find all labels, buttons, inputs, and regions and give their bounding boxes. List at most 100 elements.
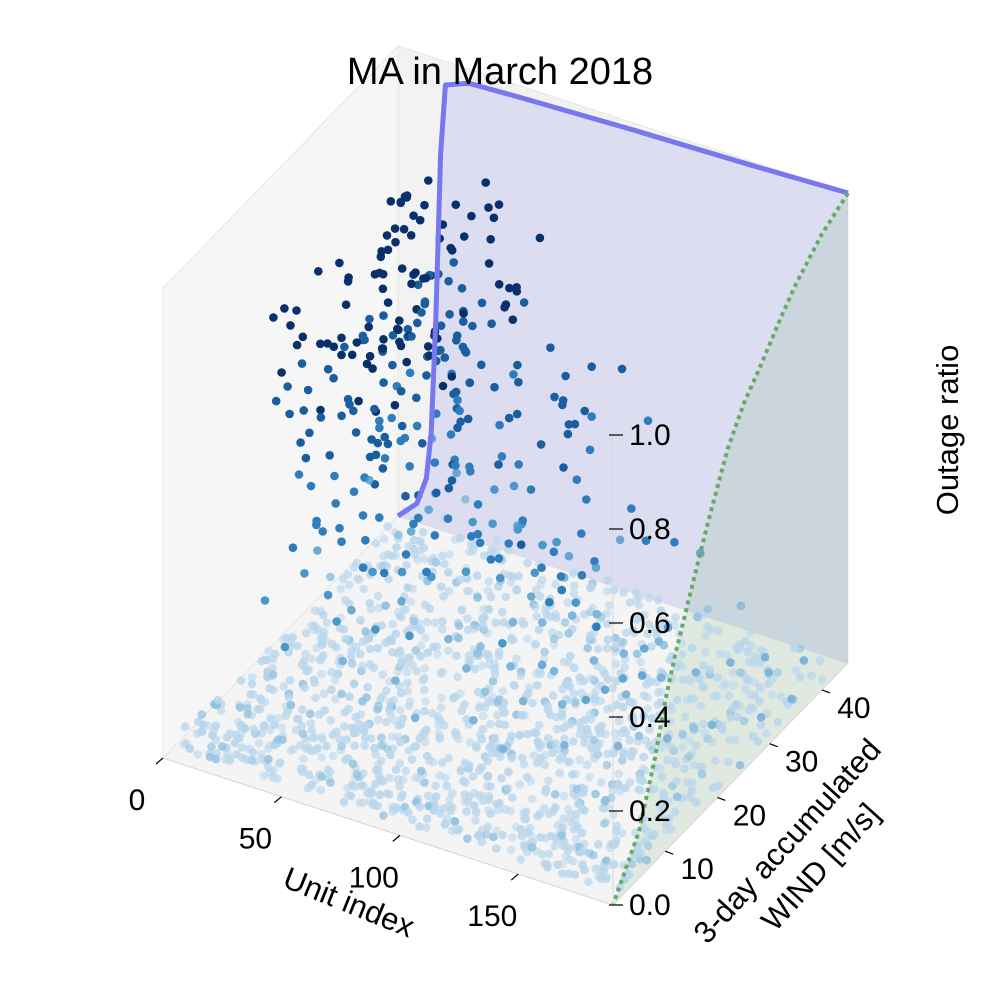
- cloud-point: [365, 660, 375, 669]
- data-point: [444, 276, 453, 286]
- cloud-point: [449, 693, 458, 703]
- cloud-point: [715, 649, 725, 658]
- cloud-point: [611, 827, 621, 836]
- cloud-point: [703, 622, 712, 631]
- cloud-point: [259, 771, 269, 781]
- cloud-point: [523, 558, 532, 568]
- data-point: [445, 310, 454, 319]
- data-point: [488, 519, 497, 528]
- cloud-point: [266, 714, 275, 723]
- data-point: [381, 601, 390, 610]
- data-point: [477, 360, 486, 370]
- cloud-point: [577, 859, 587, 869]
- cloud-point: [357, 661, 367, 671]
- cloud-point: [362, 693, 371, 702]
- data-point: [379, 311, 388, 320]
- data-point: [305, 428, 314, 438]
- cloud-point: [647, 714, 657, 723]
- data-point: [364, 322, 374, 332]
- data-point: [556, 572, 566, 581]
- cloud-point: [615, 787, 624, 796]
- data-point: [587, 362, 596, 372]
- cloud-point: [634, 731, 644, 741]
- cloud-point: [701, 631, 710, 641]
- data-point: [312, 516, 321, 526]
- cloud-point: [572, 784, 582, 794]
- cloud-point: [748, 731, 758, 741]
- cloud-point: [243, 710, 252, 719]
- cloud-point: [251, 757, 260, 766]
- data-point: [401, 491, 410, 501]
- cloud-point: [421, 633, 430, 642]
- cloud-point: [274, 735, 283, 744]
- cloud-point: [264, 754, 273, 764]
- cloud-point: [598, 803, 608, 813]
- cloud-point: [341, 755, 350, 765]
- cloud-point: [387, 636, 397, 646]
- data-point: [396, 386, 406, 396]
- cloud-point: [382, 717, 391, 727]
- data-point: [670, 537, 679, 547]
- cloud-point: [540, 760, 550, 770]
- cloud-point: [431, 781, 440, 790]
- cloud-point: [421, 697, 430, 706]
- data-point: [378, 464, 388, 473]
- cloud-point: [351, 712, 361, 722]
- z-tick-label: 1.0: [629, 419, 671, 452]
- cloud-point: [773, 668, 782, 677]
- cloud-point: [659, 789, 668, 798]
- data-point: [414, 513, 423, 523]
- cloud-point: [462, 573, 471, 583]
- cloud-point: [815, 656, 825, 666]
- data-point: [430, 531, 440, 540]
- cloud-point: [465, 655, 475, 665]
- cloud-point: [548, 691, 558, 700]
- data-point: [640, 644, 649, 653]
- cloud-point: [383, 522, 393, 531]
- cloud-point: [475, 766, 484, 775]
- data-point: [526, 485, 536, 494]
- cloud-point: [465, 738, 475, 747]
- cloud-point: [309, 621, 319, 630]
- cloud-point: [296, 741, 305, 750]
- data-point: [466, 467, 475, 476]
- data-point: [352, 338, 362, 347]
- data-point: [396, 341, 406, 351]
- data-point: [370, 404, 379, 414]
- cloud-point: [602, 874, 611, 884]
- cloud-point: [431, 792, 441, 801]
- cloud-point: [568, 568, 578, 578]
- cloud-point: [297, 705, 307, 714]
- cloud-point: [375, 561, 385, 571]
- cloud-point: [741, 684, 750, 694]
- cloud-point: [498, 686, 508, 696]
- cloud-point: [416, 766, 426, 776]
- cloud-point: [606, 860, 616, 869]
- cloud-point: [575, 673, 584, 682]
- data-point: [343, 277, 353, 286]
- data-point: [549, 666, 559, 676]
- data-point: [402, 357, 412, 367]
- cloud-point: [636, 657, 645, 667]
- cloud-point: [269, 766, 278, 775]
- data-point: [580, 406, 589, 416]
- data-point: [456, 417, 465, 427]
- cloud-point: [623, 869, 632, 879]
- cloud-point: [611, 659, 621, 669]
- cloud-point: [439, 592, 448, 601]
- cloud-point: [525, 823, 535, 833]
- cloud-point: [465, 547, 474, 557]
- cloud-point: [211, 735, 221, 744]
- data-point: [397, 597, 406, 606]
- cloud-point: [689, 760, 698, 770]
- cloud-point: [551, 610, 560, 619]
- cloud-point: [600, 669, 609, 678]
- data-point: [412, 421, 422, 431]
- cloud-point: [701, 647, 710, 657]
- cloud-point: [609, 810, 618, 819]
- data-point: [303, 385, 313, 395]
- data-point: [375, 423, 384, 433]
- cloud-point: [339, 625, 349, 634]
- cloud-point: [404, 701, 414, 711]
- data-point: [516, 540, 526, 549]
